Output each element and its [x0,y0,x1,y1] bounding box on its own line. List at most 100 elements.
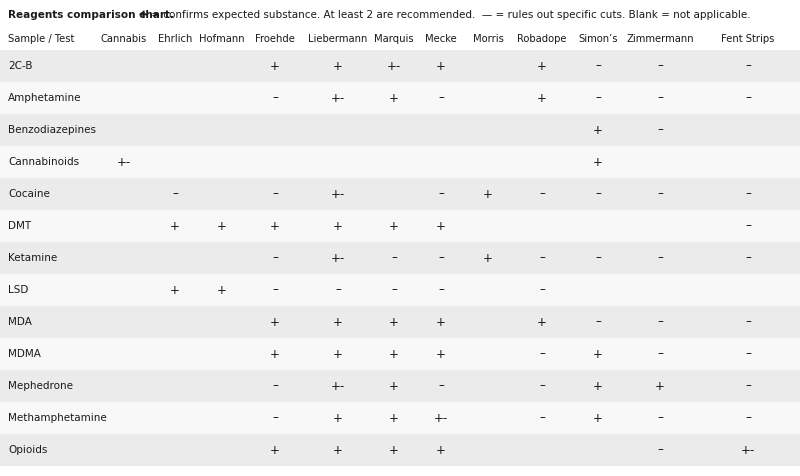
Text: +: + [593,347,603,360]
Text: +: + [270,219,280,232]
Text: +-: +- [331,251,345,265]
Text: +: + [217,284,227,297]
Text: +: + [333,411,343,425]
Text: +: + [333,219,343,232]
Text: –: – [335,284,341,297]
Text: +: + [170,219,180,232]
Text: –: – [657,91,663,105]
Text: –: – [438,188,444,200]
Text: +-: +- [434,411,448,425]
Text: –: – [595,60,601,72]
Text: Methamphetamine: Methamphetamine [8,413,106,423]
Bar [0,306,800,338]
Text: –: – [745,188,751,200]
Text: –: – [595,91,601,105]
Text: Ketamine: Ketamine [8,253,58,263]
Text: –: – [539,347,545,360]
Text: +: + [593,411,603,425]
Text: Froehde: Froehde [255,34,295,44]
Text: +: + [436,219,446,232]
Text: Simon’s: Simon’s [578,34,618,44]
Text: –: – [272,379,278,393]
Text: +: + [389,219,399,232]
Text: +: + [389,316,399,328]
Text: –: – [745,219,751,232]
Text: +: + [436,60,446,72]
Text: +: + [436,444,446,456]
Text: +: + [333,316,343,328]
Bar [0,28,800,50]
Text: +: + [333,347,343,360]
Text: Zimmermann: Zimmermann [626,34,694,44]
Text: +: + [389,379,399,393]
Text: +: + [333,60,343,72]
Text: +: + [593,379,603,393]
Bar [0,434,800,466]
Text: +: + [537,316,547,328]
Text: Ehrlich: Ehrlich [158,34,192,44]
Text: ✚ = confirms expected substance. At least 2 are recommended.  — = rules out spec: ✚ = confirms expected substance. At leas… [136,10,750,20]
Text: Opioids: Opioids [8,445,47,455]
Text: –: – [657,60,663,72]
Text: –: – [657,347,663,360]
Text: MDMA: MDMA [8,349,41,359]
Bar [0,242,800,274]
Text: –: – [539,379,545,393]
Text: –: – [272,284,278,297]
Bar [0,274,800,306]
Text: Mephedrone: Mephedrone [8,381,73,391]
Text: –: – [595,188,601,200]
Text: –: – [272,91,278,105]
Text: +: + [593,156,603,169]
Text: –: – [595,316,601,328]
Text: –: – [657,316,663,328]
Text: –: – [438,379,444,393]
Bar [0,402,800,434]
Text: +: + [270,60,280,72]
Text: –: – [657,251,663,265]
Text: –: – [657,411,663,425]
Text: –: – [745,411,751,425]
Text: –: – [539,251,545,265]
Text: +: + [537,91,547,105]
Text: Marquis: Marquis [374,34,414,44]
Text: +: + [483,251,493,265]
Text: Benzodiazepines: Benzodiazepines [8,125,96,135]
Bar [0,0,800,28]
Text: –: – [745,60,751,72]
Text: –: – [172,188,178,200]
Text: +: + [270,316,280,328]
Text: +: + [389,347,399,360]
Text: +: + [270,444,280,456]
Text: +-: +- [741,444,755,456]
Text: –: – [657,123,663,137]
Text: DMT: DMT [8,221,31,231]
Text: +: + [389,411,399,425]
Text: +: + [389,444,399,456]
Text: Liebermann: Liebermann [308,34,368,44]
Bar [0,370,800,402]
Text: Sample / Test: Sample / Test [8,34,74,44]
Text: +: + [655,379,665,393]
Text: 2C-B: 2C-B [8,61,33,71]
Text: Cannabis: Cannabis [101,34,147,44]
Text: Mecke: Mecke [425,34,457,44]
Text: –: – [539,188,545,200]
Text: –: – [539,284,545,297]
Bar [0,146,800,178]
Text: –: – [745,316,751,328]
Text: Amphetamine: Amphetamine [8,93,82,103]
Text: –: – [272,411,278,425]
Text: Fent Strips: Fent Strips [722,34,774,44]
Text: –: – [272,251,278,265]
Text: Morris: Morris [473,34,503,44]
Text: –: – [745,251,751,265]
Bar [0,178,800,210]
Bar [0,114,800,146]
Text: –: – [438,284,444,297]
Text: –: – [745,347,751,360]
Text: –: – [595,251,601,265]
Text: +: + [217,219,227,232]
Text: +: + [537,60,547,72]
Text: +-: +- [331,91,345,105]
